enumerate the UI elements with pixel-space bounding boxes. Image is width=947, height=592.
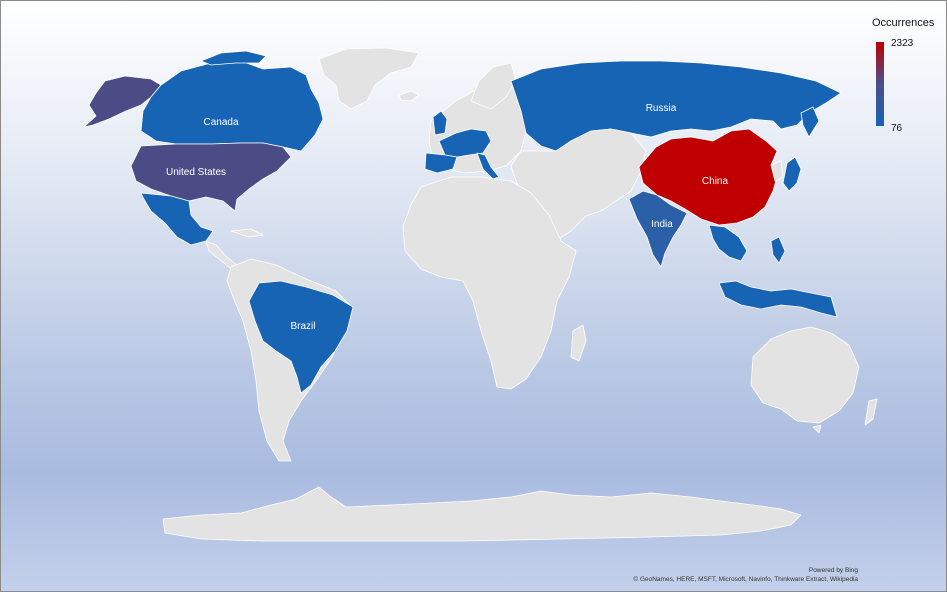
caribbean-shape xyxy=(230,228,264,238)
label-russia: Russia xyxy=(646,103,677,114)
philippines-shape xyxy=(770,236,786,264)
korea-shape xyxy=(770,160,784,182)
legend-min-label: 76 xyxy=(891,123,903,134)
antarctica-shape xyxy=(162,486,802,542)
tasmania-shape xyxy=(812,424,822,434)
legend-max-label: 2323 xyxy=(891,38,914,49)
legend-color-scale xyxy=(876,42,884,126)
southeast-asia-shape xyxy=(708,224,748,262)
africa-shape xyxy=(402,176,577,390)
label-united-states: United States xyxy=(166,167,226,178)
scandinavia-shape xyxy=(470,62,517,110)
united-states-shape xyxy=(130,142,292,212)
new-zealand-shape xyxy=(864,398,878,426)
label-india: India xyxy=(651,219,673,230)
canada-islands-shape xyxy=(200,50,267,66)
central-america-shape xyxy=(205,240,238,270)
legend-title: Occurrences xyxy=(872,17,935,29)
uk-shape xyxy=(432,110,448,136)
iberia-shape xyxy=(424,152,458,174)
italy-shape xyxy=(476,152,500,180)
attribution-powered-by: Powered by Bing xyxy=(808,567,858,574)
mexico-shape xyxy=(140,192,214,246)
kamchatka-shape xyxy=(800,106,820,138)
madagascar-shape xyxy=(570,324,587,362)
canada-shape xyxy=(140,60,324,152)
china-shape xyxy=(638,128,778,226)
label-canada: Canada xyxy=(203,117,238,128)
brazil-shape xyxy=(248,280,354,394)
japan-shape xyxy=(782,156,802,192)
greenland-shape xyxy=(318,47,420,110)
alaska-shape xyxy=(83,75,162,128)
indonesia-shape xyxy=(718,280,838,318)
label-china: China xyxy=(702,176,729,187)
attribution-sources: © GeoNames, HERE, MSFT, Microsoft, Navin… xyxy=(633,576,858,583)
label-brazil: Brazil xyxy=(290,321,315,332)
iceland-shape xyxy=(398,90,420,102)
australia-shape xyxy=(750,326,860,424)
